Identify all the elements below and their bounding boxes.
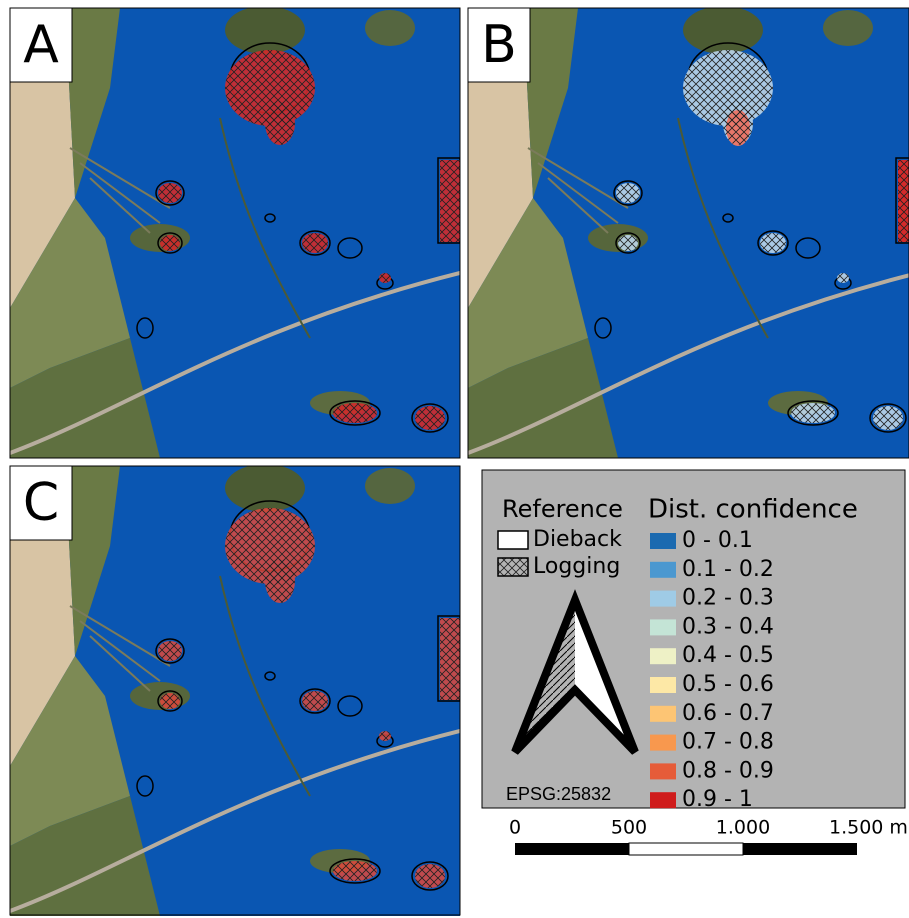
scale-label: 0 (509, 817, 521, 839)
panel-label: A (23, 15, 59, 75)
scale-bar: 0 500 1.000 1.500 m (509, 817, 908, 856)
class-swatch (650, 792, 676, 808)
crs-label: EPSG:25832 (506, 784, 611, 804)
class-swatch (650, 533, 676, 549)
scale-segment (629, 843, 743, 855)
class-swatch (650, 591, 676, 607)
class-swatch (650, 735, 676, 751)
panel-label: B (481, 15, 517, 75)
class-label: 0.6 - 0.7 (682, 701, 774, 726)
map-panel-b: B (468, 6, 909, 458)
class-label: 0 - 0.1 (682, 528, 753, 553)
legend-item: Logging (533, 554, 620, 579)
scale-label: 1.500 m (829, 817, 908, 839)
class-label: 0.5 - 0.6 (682, 672, 774, 697)
logging-swatch (498, 558, 528, 576)
legend-title: Reference (502, 495, 623, 523)
class-swatch (650, 763, 676, 779)
class-label: 0.3 - 0.4 (682, 614, 774, 639)
class-label: 0.2 - 0.3 (682, 586, 774, 611)
class-swatch (650, 706, 676, 722)
class-swatch (650, 648, 676, 664)
map-panel-a: A (10, 6, 460, 458)
scale-label: 500 (611, 817, 647, 839)
class-swatch (650, 677, 676, 693)
figure: A B C Reference Dist. confidence Dieback… (0, 0, 909, 918)
class-swatch (650, 619, 676, 635)
dieback-swatch (498, 531, 528, 549)
scale-segment (515, 843, 629, 855)
legend: Reference Dist. confidence Dieback Loggi… (482, 470, 905, 812)
class-swatch (650, 562, 676, 578)
legend-item: Dieback (533, 527, 622, 552)
legend-title: Dist. confidence (648, 495, 858, 525)
class-label: 0.8 - 0.9 (682, 758, 774, 783)
class-label: 0.4 - 0.5 (682, 643, 774, 668)
map-panel-c: C (10, 464, 460, 916)
scale-segment (743, 843, 857, 855)
panel-label: C (23, 473, 59, 533)
class-label: 0.1 - 0.2 (682, 557, 774, 582)
class-label: 0.7 - 0.8 (682, 730, 774, 755)
class-label: 0.9 - 1 (682, 787, 753, 812)
scale-label: 1.000 (716, 817, 770, 839)
